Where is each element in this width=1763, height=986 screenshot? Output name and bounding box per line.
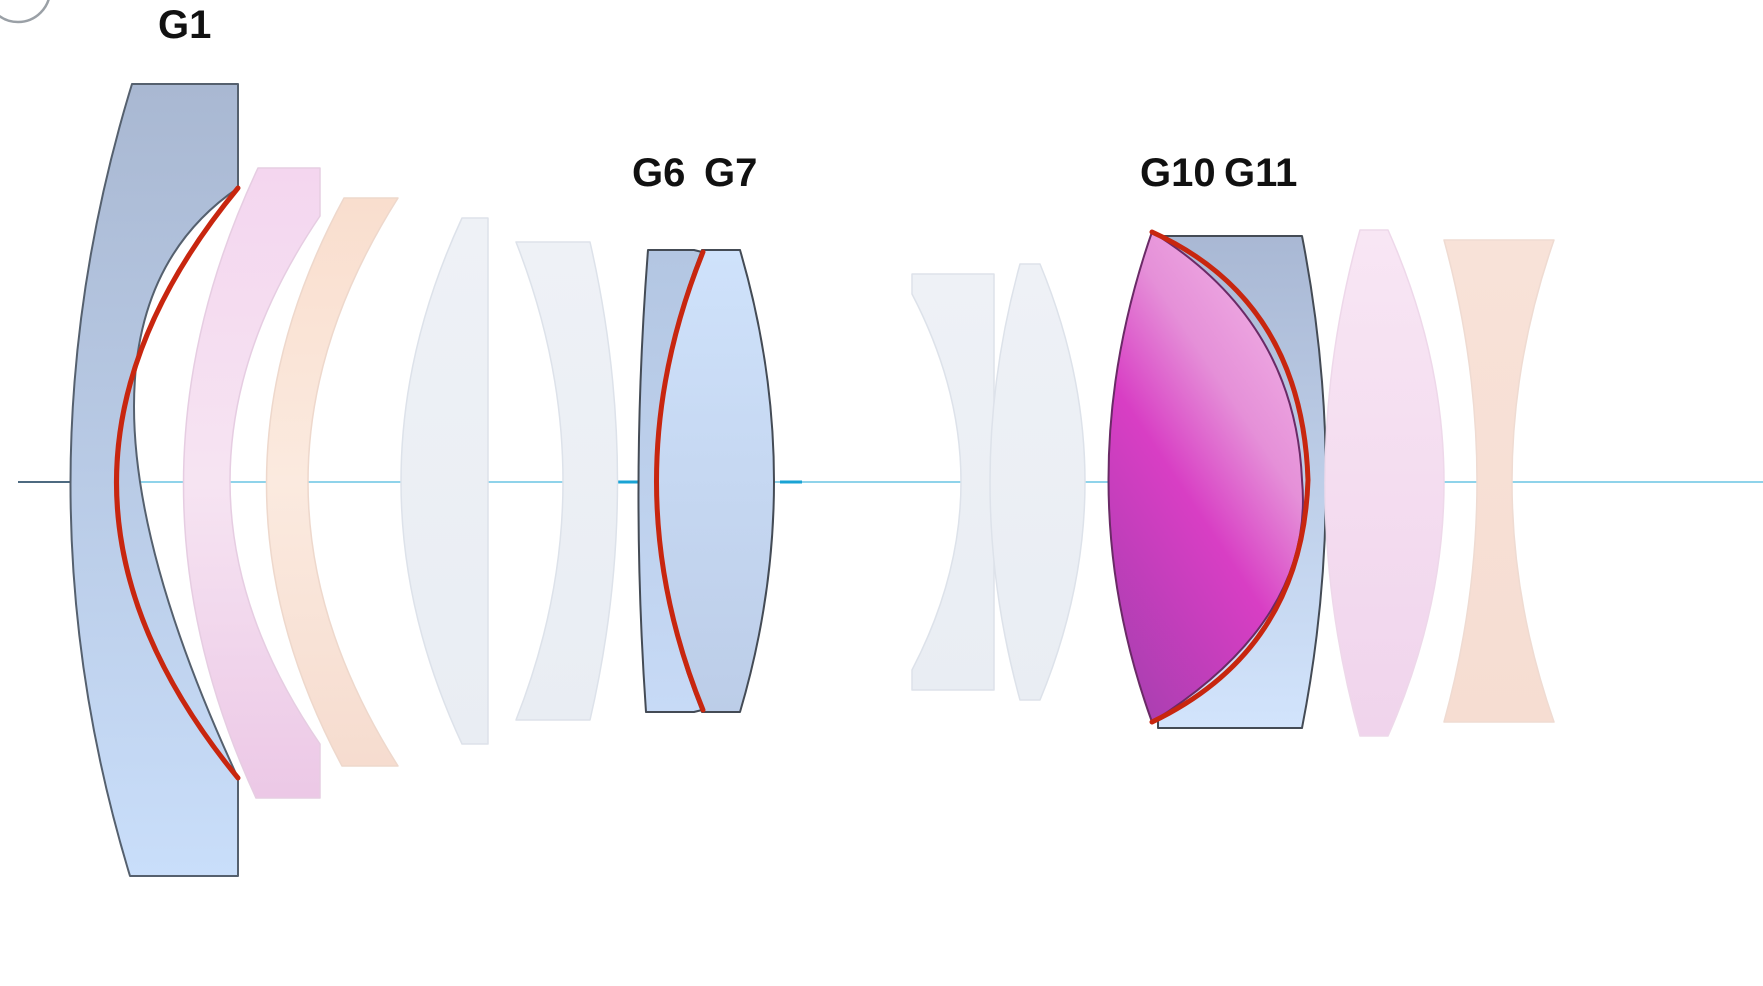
lens-element-5: [515, 241, 619, 721]
lens-element-3: [265, 197, 399, 767]
corner-circle-icon: [0, 0, 50, 24]
label-g10: G10: [1140, 151, 1216, 195]
label-g6: G6: [632, 151, 685, 195]
lens-element-8: [911, 273, 995, 691]
lens-element-9: [989, 263, 1086, 701]
aspheric-surface-g10-g11: [1149, 229, 1311, 725]
lens-element-2: [182, 167, 321, 799]
lens-element-g1: [69, 83, 239, 877]
label-g1: G1: [158, 3, 211, 47]
label-g11: G11: [1224, 151, 1297, 195]
label-g7: G7: [704, 151, 757, 195]
aspheric-surface-g6-g7: [654, 249, 706, 713]
lens-element-4: [400, 217, 489, 745]
lens-element-g10: [1107, 231, 1304, 723]
aspheric-surface-g1: [114, 185, 241, 781]
lens-element-13: [1443, 239, 1555, 723]
lens-element-12: [1324, 229, 1445, 737]
